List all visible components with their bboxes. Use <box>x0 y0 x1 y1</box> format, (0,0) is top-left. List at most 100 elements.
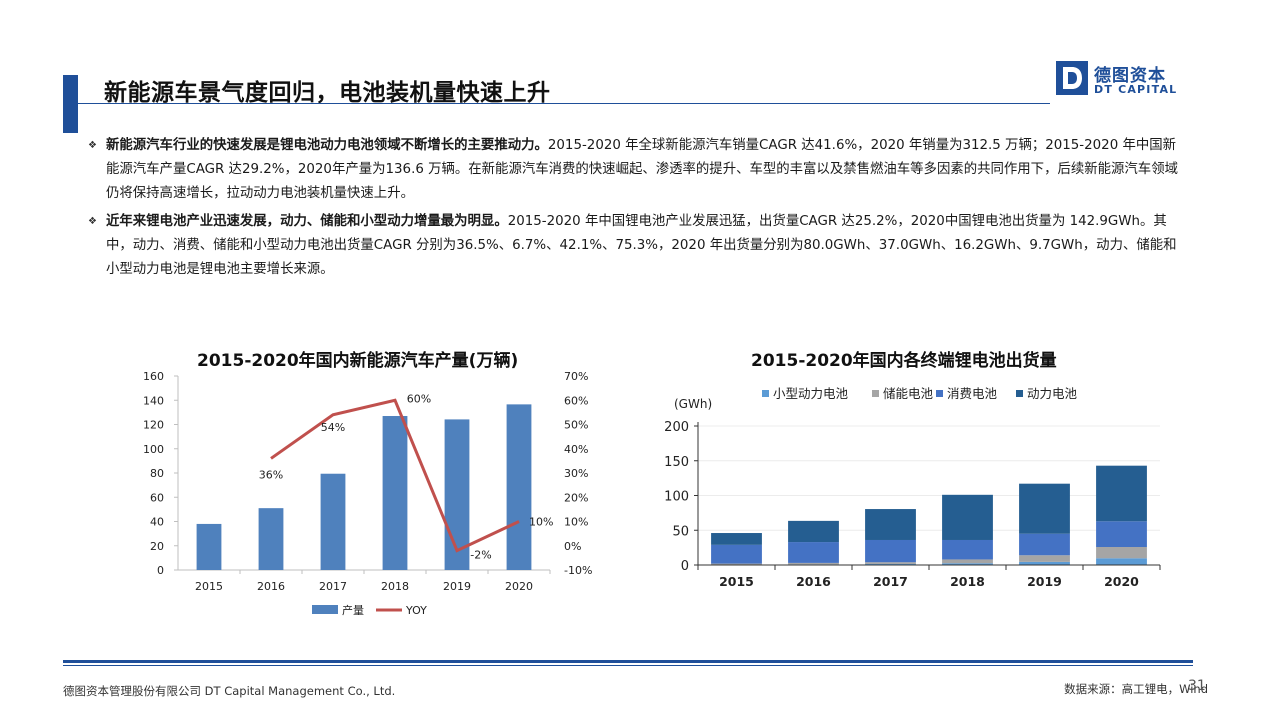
y2-tick-label: 20% <box>564 491 588 504</box>
legend-label: 产量 <box>342 603 364 617</box>
y2-tick-label: 40% <box>564 443 588 456</box>
x-tick-label: 2015 <box>719 574 754 589</box>
x-tick-label: 2017 <box>873 574 908 589</box>
y2-tick-label: 30% <box>564 467 588 480</box>
bar-production <box>258 508 284 570</box>
bar-segment <box>1019 555 1070 562</box>
yoy-data-label: -2% <box>470 549 491 562</box>
dt-logo-icon <box>1056 61 1088 95</box>
bullet-item: ❖ 新能源汽车行业的快速发展是锂电池动力电池领域不断增长的主要推动力。2015-… <box>88 134 1178 206</box>
bar-segment <box>711 544 762 564</box>
x-tick-label: 2016 <box>796 574 831 589</box>
x-tick-label: 2017 <box>319 580 347 593</box>
legend-label: 储能电池 <box>883 386 934 401</box>
legend-label: 消费电池 <box>947 386 998 401</box>
x-tick-label: 2018 <box>950 574 985 589</box>
title-divider <box>78 103 1050 104</box>
legend-label: 动力电池 <box>1027 386 1078 401</box>
legend-swatch <box>936 390 943 397</box>
chart1-title: 2015-2020年国内新能源汽车产量(万辆) <box>197 351 519 371</box>
legend-label: YOY <box>405 604 427 617</box>
y-tick-label: 200 <box>664 420 689 435</box>
bullet-bold-text: 近年来锂电池产业迅速发展，动力、储能和小型动力增量最为明显。 <box>106 214 508 229</box>
chart2-battery-shipments: 小型动力电池 储能电池 消费电池 动力电池 (GWh) 0 50 100 150 200 2015 2… <box>664 386 1161 589</box>
bullet-body-text: 2015-2020 年中国锂电池产业发展迅猛，出货量CAGR 达25.2%，20… <box>106 214 1177 277</box>
x-tick-label: 2016 <box>257 580 285 593</box>
x-tick-label: 2015 <box>195 580 223 593</box>
y-tick-label: 100 <box>143 443 164 456</box>
bar-production <box>506 404 532 570</box>
company-logo: 德图资本 DT CAPITAL <box>1056 61 1186 101</box>
bar-segment <box>865 562 916 564</box>
y-tick-label: 60 <box>150 491 164 504</box>
bar-segment <box>1096 521 1147 547</box>
yoy-data-label: 60% <box>407 392 431 405</box>
bar-segment <box>865 563 916 565</box>
bar-segment <box>788 520 839 543</box>
y2-tick-label: 70% <box>564 370 588 383</box>
title-accent-bar <box>63 75 78 133</box>
bar-segment <box>942 563 993 565</box>
bar-segment <box>711 563 762 565</box>
yoy-data-label: 54% <box>321 421 345 434</box>
y-axis-unit-label: (GWh) <box>674 397 712 411</box>
bar-segment <box>1096 465 1147 522</box>
y2-tick-label: 0% <box>564 540 581 553</box>
y2-tick-label: -10% <box>564 564 592 577</box>
y-tick-label: 80 <box>150 467 164 480</box>
x-tick-label: 2020 <box>1104 574 1139 589</box>
legend-swatch <box>1016 390 1023 397</box>
bar-segment <box>1019 483 1070 534</box>
logo-text-en: DT CAPITAL <box>1094 83 1178 96</box>
y-tick-label: 160 <box>143 370 164 383</box>
yoy-data-label: 36% <box>259 468 283 481</box>
y-tick-label: 100 <box>664 490 689 505</box>
legend-swatch <box>872 390 879 397</box>
x-tick-label: 2020 <box>505 580 533 593</box>
y-tick-label: 0 <box>681 559 689 574</box>
y-tick-label: 0 <box>157 564 164 577</box>
legend-label: 小型动力电池 <box>773 386 849 401</box>
legend-swatch <box>762 390 769 397</box>
bullet-item: ❖ 近年来锂电池产业迅速发展，动力、储能和小型动力增量最为明显。2015-202… <box>88 210 1178 282</box>
bar-segment <box>942 494 993 540</box>
bullet-bold-text: 新能源汽车行业的快速发展是锂电池动力电池领域不断增长的主要推动力。 <box>106 138 548 153</box>
y-tick-label: 120 <box>143 419 164 432</box>
x-tick-label: 2019 <box>1027 574 1062 589</box>
y2-tick-label: 10% <box>564 516 588 529</box>
bar-segment <box>1019 561 1070 565</box>
chart1-ev-production: 0 20 40 60 80 100 120 140 160 -10% 0% 10% 20% 30% 40% 5… <box>143 370 592 617</box>
bullet-list: ❖ 新能源汽车行业的快速发展是锂电池动力电池领域不断增长的主要推动力。2015-… <box>88 134 1178 286</box>
bar-segment <box>788 542 839 563</box>
bar-segment <box>711 533 762 545</box>
bar-production <box>444 419 470 570</box>
logo-text-cn: 德图资本 <box>1094 66 1166 86</box>
y-tick-label: 150 <box>664 455 689 470</box>
bar-segment <box>942 539 993 560</box>
bar-production <box>320 473 346 570</box>
y2-tick-label: 50% <box>564 419 588 432</box>
slide-title: 新能源车景气度回归，电池装机量快速上升 <box>104 80 551 106</box>
diamond-bullet-icon: ❖ <box>88 216 97 227</box>
yoy-line <box>270 398 520 553</box>
bar-segment <box>942 559 993 564</box>
chart2-title: 2015-2020年国内各终端锂电池出货量 <box>751 351 1057 371</box>
diamond-bullet-icon: ❖ <box>88 140 97 151</box>
y-tick-label: 50 <box>672 524 689 539</box>
y2-tick-label: 60% <box>564 394 588 407</box>
bar-segment <box>1096 558 1147 565</box>
bullet-body-text: 2015-2020 年全球新能源汽车销量CAGR 达41.6%，2020 年销量… <box>106 138 1178 201</box>
y-tick-label: 40 <box>150 516 164 529</box>
bar-production <box>196 523 222 570</box>
footer-divider <box>63 660 1193 663</box>
bar-production <box>382 416 408 570</box>
footer-company: 德图资本管理股份有限公司 DT Capital Management Co., … <box>63 684 396 698</box>
bar-segment <box>865 509 916 540</box>
x-tick-label: 2019 <box>443 580 471 593</box>
footer-source: 数据来源：高工锂电，Wind <box>1064 682 1208 696</box>
bar-segment <box>788 562 839 565</box>
legend-swatch-bar <box>312 605 338 614</box>
bar-segment <box>865 539 916 563</box>
bar-segment <box>1019 533 1070 556</box>
x-tick-label: 2018 <box>381 580 409 593</box>
